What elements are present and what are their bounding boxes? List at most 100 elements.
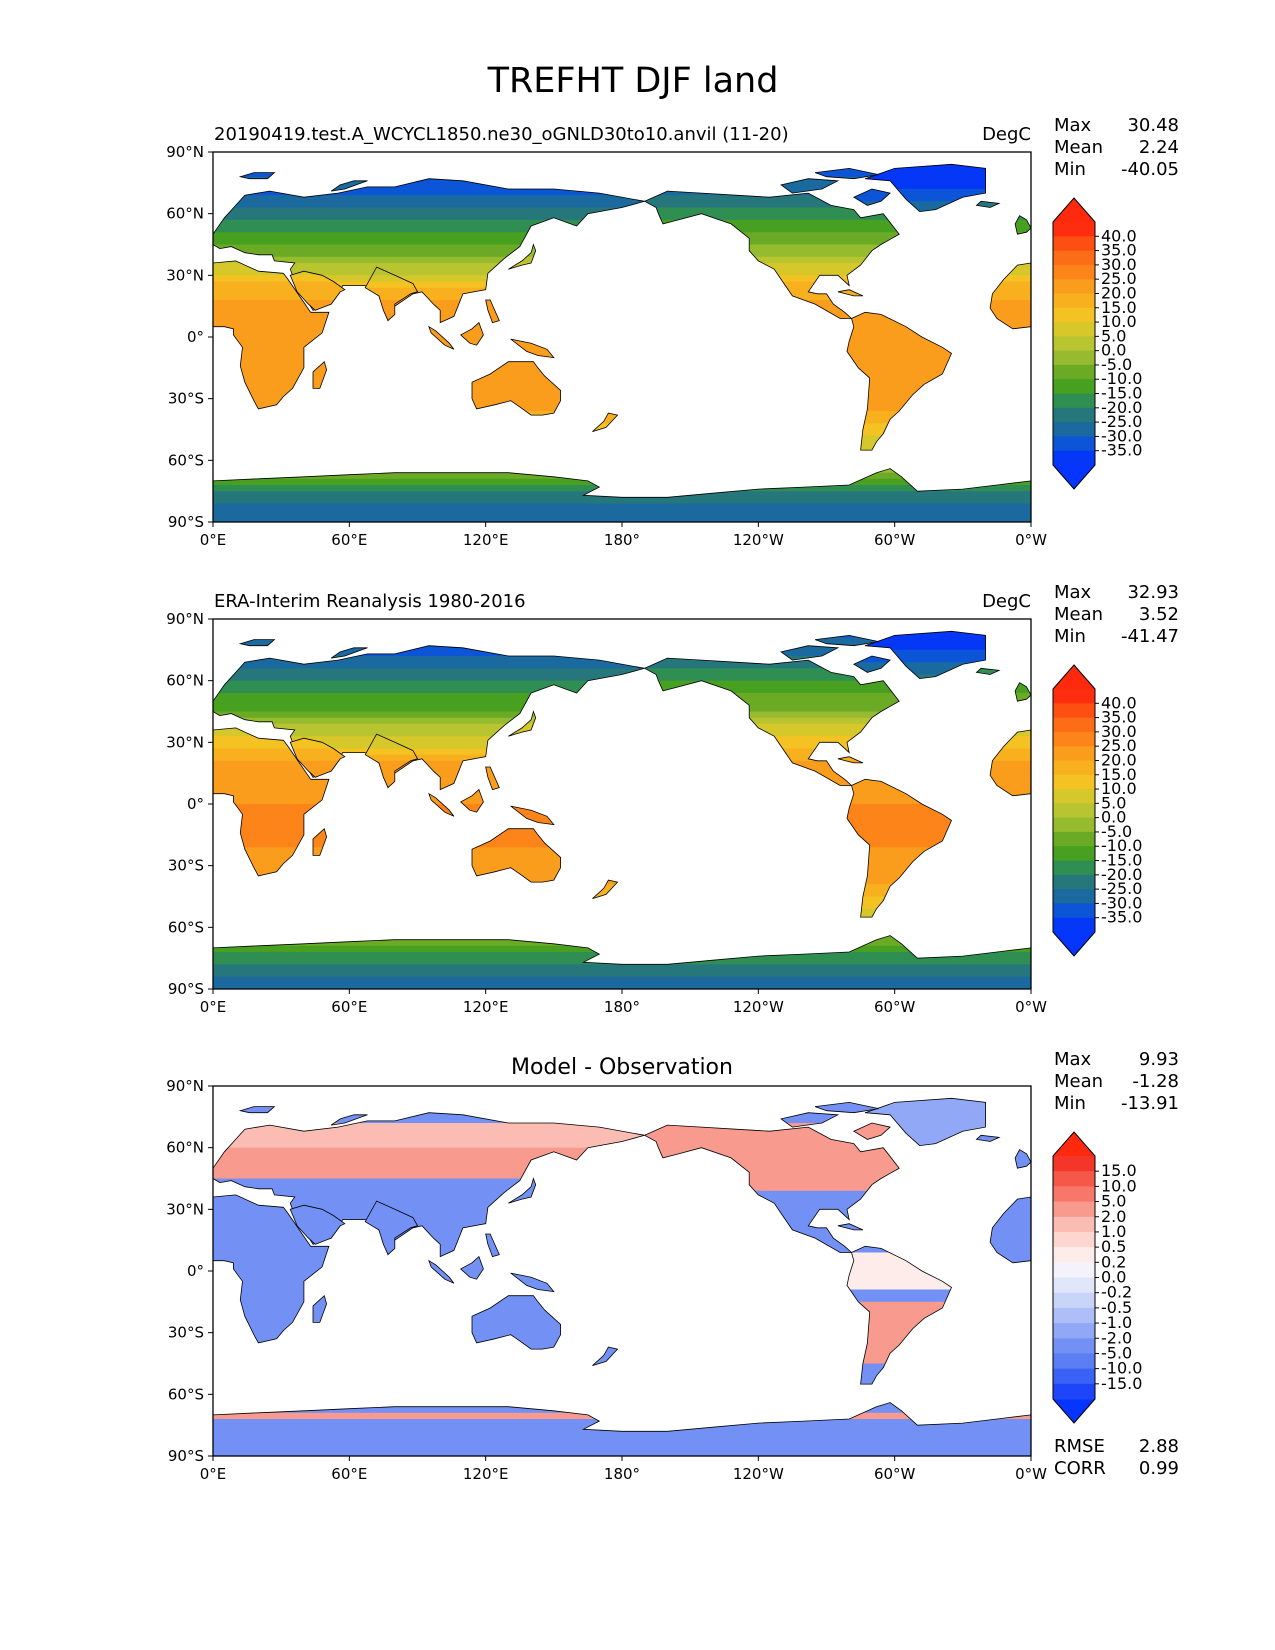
coastline bbox=[330, 647, 368, 659]
colorbar-outline bbox=[1052, 197, 1096, 490]
colorbar-segment bbox=[1053, 846, 1095, 861]
colorbar-segment bbox=[1053, 760, 1095, 776]
coastline bbox=[852, 188, 891, 206]
stat-label: Max bbox=[1054, 1049, 1092, 1070]
difference-panel: Model - Observation 90°N 60°N 30°N 0° 30°S 60… bbox=[166, 1049, 1179, 1483]
colorbar-tick-label: -5.0 bbox=[1101, 355, 1132, 374]
coastline bbox=[814, 634, 879, 647]
x-tick-label: 60°E bbox=[331, 531, 367, 549]
y-tick-label: 60°N bbox=[166, 672, 204, 690]
y-tick-label: 90°S bbox=[168, 513, 204, 531]
x-axis-ticks: 0°E 60°E 120°E 180° 120°W 60°W 0°W bbox=[200, 522, 1047, 549]
coastline bbox=[471, 1295, 561, 1350]
stat-value: 30.48 bbox=[1127, 115, 1179, 136]
panel-title-left: 20190419.test.A_WCYCL1850.ne30_oGNLD30to… bbox=[214, 124, 789, 145]
colorbar-segment bbox=[1053, 1231, 1095, 1248]
colorbar-segment bbox=[1053, 789, 1095, 804]
colorbar-tick-label: 10.0 bbox=[1101, 312, 1137, 331]
x-tick-label: 180° bbox=[604, 531, 640, 549]
colorbar-segment bbox=[1053, 1156, 1095, 1172]
coastline bbox=[364, 266, 419, 322]
colorbar-tick-label: -10.0 bbox=[1101, 836, 1142, 855]
coastline bbox=[213, 1194, 330, 1344]
coastline bbox=[846, 1245, 953, 1385]
colorbar-tick-label: 10.0 bbox=[1101, 779, 1137, 798]
colorbar-segment bbox=[1053, 1277, 1095, 1294]
colorbar-tick-label: -20.0 bbox=[1101, 865, 1142, 884]
colorbar-under-arrow bbox=[1053, 465, 1095, 489]
coastline bbox=[852, 1122, 891, 1140]
x-tick-label: 180° bbox=[604, 1465, 640, 1483]
colorbar-segment bbox=[1053, 322, 1095, 337]
colorbar-segment bbox=[1053, 350, 1095, 366]
stat-value: -13.91 bbox=[1121, 1093, 1179, 1114]
y-tick-label: 60°S bbox=[168, 451, 204, 469]
colorbar-tick-label: 5.0 bbox=[1101, 326, 1126, 345]
y-tick-label: 90°S bbox=[168, 980, 204, 998]
y-tick-label: 0° bbox=[187, 328, 204, 346]
land-svalbard bbox=[240, 172, 275, 179]
y-tick-label: 90°S bbox=[168, 1447, 204, 1465]
colorbar-segment bbox=[1053, 364, 1095, 380]
colorbar-tick-label: 35.0 bbox=[1101, 241, 1137, 260]
colorbar-tick-label: 5.0 bbox=[1101, 793, 1126, 812]
stat-label: Mean bbox=[1054, 1071, 1103, 1092]
x-tick-label: 0°E bbox=[200, 1465, 227, 1483]
coastline bbox=[837, 1223, 864, 1231]
colorbar-segment bbox=[1053, 917, 1095, 933]
colorbar-tick-label: 5.0 bbox=[1101, 1192, 1126, 1211]
colorbar-segment bbox=[1053, 1262, 1095, 1278]
colorbar-tick-label: -2.0 bbox=[1101, 1328, 1132, 1347]
figure-title: TREFHT DJF land bbox=[487, 61, 779, 101]
metric-label: CORR bbox=[1054, 1458, 1106, 1479]
colorbar-tick-label: -10.0 bbox=[1101, 369, 1142, 388]
colorbar-segment bbox=[1053, 1171, 1095, 1187]
coastline bbox=[592, 1346, 619, 1366]
stats-block: Max 30.48 Mean 2.24 Min -40.05 bbox=[1054, 115, 1179, 180]
coastline bbox=[330, 1114, 368, 1126]
colorbar-segment bbox=[1053, 817, 1095, 833]
colorbar-segment bbox=[1053, 1186, 1095, 1203]
stat-label: Min bbox=[1054, 1093, 1086, 1114]
colorbar-tick-label: 40.0 bbox=[1101, 226, 1137, 245]
colorbar-tick-label: -15.0 bbox=[1101, 1374, 1142, 1393]
coastline bbox=[837, 289, 864, 297]
colorbar-under-arrow bbox=[1053, 932, 1095, 956]
colorbar-segment bbox=[1053, 222, 1095, 237]
coastline bbox=[213, 1112, 645, 1258]
y-tick-label: 60°S bbox=[168, 1385, 204, 1403]
stat-value: 2.24 bbox=[1139, 137, 1179, 158]
colorbar-tick-label: 2.0 bbox=[1101, 1207, 1126, 1226]
colorbar-tick-label: 1.0 bbox=[1101, 1222, 1126, 1241]
x-tick-label: 120°E bbox=[463, 531, 509, 549]
colorbar-segment bbox=[1053, 774, 1095, 790]
colorbar-tick-label: -15.0 bbox=[1101, 851, 1142, 870]
colorbar-under-arrow bbox=[1053, 1399, 1095, 1423]
colorbar-tick-label: -35.0 bbox=[1101, 441, 1142, 460]
coastline bbox=[1014, 1149, 1031, 1169]
panel-title-left: ERA-Interim Reanalysis 1980-2016 bbox=[214, 591, 526, 612]
colorbar-tick-label: -15.0 bbox=[1101, 384, 1142, 403]
y-tick-label: 30°S bbox=[168, 1324, 204, 1342]
y-tick-label: 90°N bbox=[166, 143, 204, 161]
x-tick-label: 120°W bbox=[733, 531, 784, 549]
x-tick-label: 0°E bbox=[200, 531, 227, 549]
colorbar-segment bbox=[1053, 236, 1095, 252]
colorbar-segment bbox=[1053, 746, 1095, 761]
stat-label: Mean bbox=[1054, 137, 1103, 158]
y-tick-label: 30°N bbox=[166, 1200, 204, 1218]
coastline bbox=[1014, 215, 1031, 235]
coastline bbox=[460, 321, 484, 346]
x-tick-label: 180° bbox=[604, 998, 640, 1016]
colorbar-segment bbox=[1053, 1247, 1095, 1263]
colorbar-segment bbox=[1053, 1323, 1095, 1339]
colorbar: 15.010.05.02.01.00.50.20.0-0.2-0.5-1.0-2… bbox=[1052, 1131, 1142, 1424]
coastline bbox=[238, 639, 276, 647]
map-field bbox=[213, 163, 1031, 522]
x-tick-label: 60°W bbox=[874, 998, 916, 1016]
colorbar-tick-label: 0.0 bbox=[1101, 808, 1126, 827]
colorbar: 40.035.030.025.020.015.010.05.00.0-5.0-1… bbox=[1052, 197, 1142, 490]
y-tick-label: 60°N bbox=[166, 1139, 204, 1157]
stat-value: -41.47 bbox=[1121, 626, 1179, 647]
